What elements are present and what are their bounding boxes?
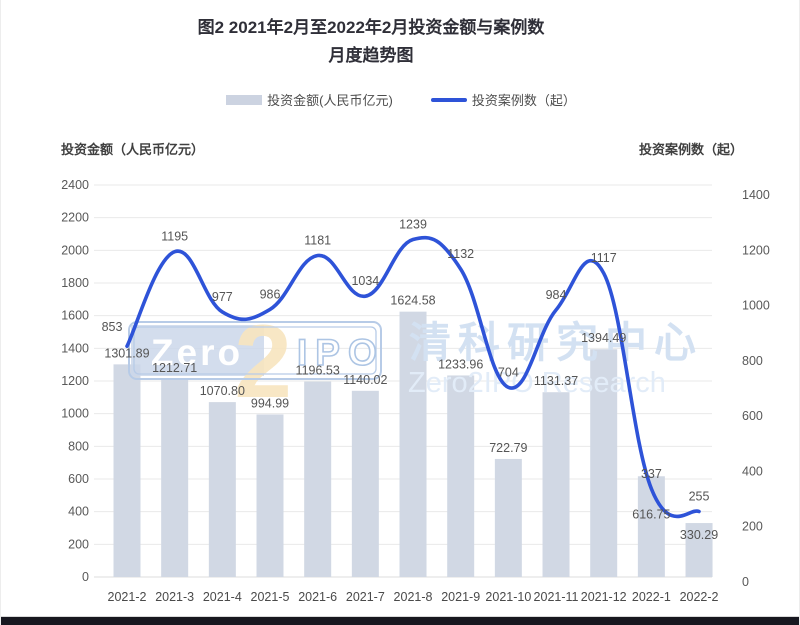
line-value-label: 337 — [641, 467, 662, 481]
line-value-label: 1195 — [161, 230, 188, 244]
bar — [494, 458, 522, 577]
right-axis-tick: 1400 — [742, 188, 770, 202]
right-axis-tick: 400 — [742, 464, 763, 478]
right-axis-tick: 600 — [742, 409, 763, 423]
line-value-label: 984 — [546, 288, 567, 302]
legend-item-deals: 投资案例数（起） — [430, 90, 576, 109]
bar — [399, 311, 427, 577]
x-axis-label: 2021-5 — [251, 590, 290, 604]
bar-value-label: 1070.80 — [200, 384, 245, 398]
line-value-label: 1132 — [447, 247, 474, 261]
x-axis-label: 2021-8 — [394, 590, 433, 604]
bar-value-label: 1131.37 — [534, 374, 578, 388]
bar-value-label: 1233.96 — [438, 357, 483, 371]
watermark-zero-text: Zero — [151, 332, 243, 373]
bar-value-label: 1301.89 — [104, 346, 149, 360]
watermark-en-text: Zero2IPO Research — [408, 367, 666, 399]
x-axis-label: 2021-2 — [108, 590, 147, 604]
bar-value-label: 722.79 — [489, 441, 527, 455]
x-axis-label: 2021-12 — [581, 590, 627, 604]
bar — [208, 402, 236, 577]
right-axis-tick: 200 — [742, 520, 763, 534]
bar — [161, 378, 189, 577]
bar — [351, 390, 379, 577]
bar-value-label: 1196.53 — [296, 364, 340, 378]
x-axis-label: 2022-1 — [632, 590, 671, 604]
x-axis-label: 2021-9 — [441, 590, 480, 604]
right-axis-title: 投资案例数（起） — [638, 142, 743, 157]
left-axis-tick: 800 — [68, 439, 89, 453]
left-axis-tick: 1800 — [61, 276, 89, 290]
left-axis-tick: 200 — [68, 537, 89, 551]
left-axis-tick: 0 — [82, 570, 89, 584]
right-axis-tick: 1000 — [742, 299, 770, 313]
line-value-label: 853 — [102, 320, 123, 334]
left-axis-tick: 2400 — [61, 178, 89, 192]
left-axis-tick: 2000 — [61, 243, 89, 257]
footer-bar — [1, 616, 799, 625]
x-axis-label: 2021-6 — [298, 590, 337, 604]
x-axis-label: 2021-11 — [534, 590, 579, 604]
bar-value-label: 330.29 — [680, 528, 718, 542]
legend-item-amount: 投资金额(人民币亿元) — [226, 90, 393, 109]
bar — [590, 349, 618, 577]
bar-value-label: 1212.71 — [152, 361, 197, 375]
watermark-box-outer — [128, 321, 382, 380]
line-value-label: 704 — [498, 365, 519, 379]
line-value-label: 1181 — [304, 234, 331, 248]
right-axis-tick: 1200 — [742, 243, 770, 257]
left-axis-tick: 1000 — [61, 407, 89, 421]
chart-title-line1: 图2 2021年2月至2022年2月投资金额与案例数 — [197, 18, 545, 37]
bar-swatch-icon — [226, 94, 263, 105]
left-axis-tick: 1400 — [61, 341, 89, 355]
x-axis-label: 2021-3 — [155, 590, 194, 604]
bar-value-label: 1394.49 — [581, 331, 626, 345]
left-axis-tick: 1200 — [61, 374, 89, 388]
watermark-box-inner — [133, 326, 377, 375]
x-axis-label: 2021-7 — [346, 590, 385, 604]
watermark-cn-text: 清科研究中心 — [409, 319, 703, 366]
line-swatch-icon — [430, 97, 467, 102]
x-axis-label: 2021-10 — [485, 590, 531, 604]
left-axis-tick: 2200 — [61, 211, 89, 225]
line-value-label: 986 — [260, 287, 281, 301]
left-axis-tick: 600 — [68, 472, 89, 486]
bar — [685, 523, 713, 577]
bar — [113, 364, 141, 577]
right-axis-tick: 0 — [742, 575, 749, 589]
chart-title-line2: 月度趋势图 — [328, 46, 414, 66]
watermark-2: 2 — [234, 304, 292, 420]
bar-value-label: 994.99 — [251, 396, 289, 410]
bar — [256, 414, 284, 577]
line-value-label: 1034 — [351, 274, 379, 288]
x-axis-label: 2021-4 — [203, 590, 242, 604]
right-axis-tick: 800 — [742, 354, 763, 368]
bar-value-label: 1624.58 — [390, 294, 435, 308]
left-axis-tick: 400 — [68, 505, 89, 519]
line-value-label: 1239 — [399, 218, 427, 232]
line-value-label: 977 — [212, 290, 233, 304]
line-value-label: 255 — [689, 490, 710, 504]
left-axis-tick: 1600 — [61, 309, 89, 323]
legend-label-amount: 投资金额(人民币亿元) — [267, 93, 393, 108]
bar — [304, 381, 332, 577]
watermark-ipo-text: IPO — [297, 332, 385, 373]
x-axis-label: 2022-2 — [680, 590, 719, 604]
bar — [542, 392, 570, 577]
legend-label-deals: 投资案例数（起） — [471, 93, 576, 108]
bar — [447, 375, 475, 577]
trend-line — [125, 235, 701, 519]
bar-value-label: 1140.02 — [343, 373, 387, 387]
bar-value-label: 616.75 — [632, 507, 670, 521]
left-axis-title: 投资金额（人民币亿元） — [61, 142, 205, 157]
chart-title: 图2 2021年2月至2022年2月投资金额与案例数 月度趋势图 — [1, 14, 741, 70]
watermark-zero-bg — [131, 325, 264, 376]
line-value-label: 1117 — [591, 251, 617, 265]
chart-legend: 投资金额(人民币亿元) 投资案例数（起） — [1, 90, 800, 109]
